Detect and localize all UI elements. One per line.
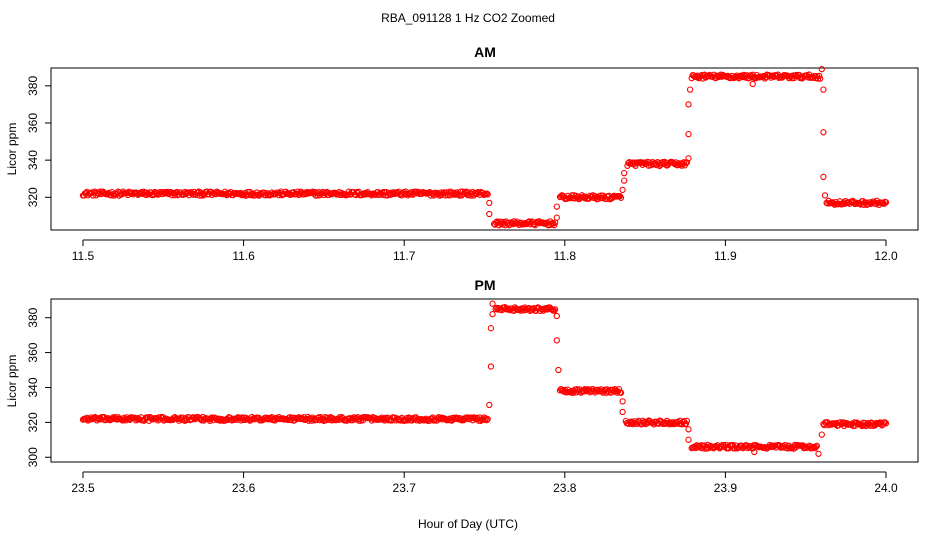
data-point [821,192,829,199]
data-point [685,426,692,433]
data-point [882,420,890,427]
data-point [617,389,625,396]
y-tick-label: 360 [26,113,40,133]
data-point [685,436,692,443]
y-tick-label: 320 [26,187,40,207]
y-tick-label: 340 [26,377,40,397]
data-point [475,417,482,424]
data-point [810,443,818,451]
data-point [749,80,756,88]
data-point [484,415,491,423]
am-y-axis: 320 340 360 380 [26,76,52,207]
pm-panel: PM 23.5 23.6 23.7 23.8 23.9 24.0 300 320 340 360… [5,277,919,495]
pm-points [79,300,890,457]
data-point [619,408,626,416]
data-point [820,86,827,93]
data-point [486,401,493,409]
x-tick-label: 24.0 [874,481,898,495]
am-plot-frame [50,67,919,231]
pm-plot-frame [50,298,919,463]
pm-y-axis-label: Licor ppm [5,355,19,408]
data-point [751,448,758,456]
x-tick-label: 11.9 [714,249,737,263]
x-tick-label: 23.7 [393,481,417,495]
data-point [483,190,490,197]
data-point [619,398,626,405]
data-point [619,186,626,194]
data-point [818,431,825,438]
data-point [553,214,560,221]
am-points [79,65,890,229]
pm-x-axis: 23.5 23.6 23.7 23.8 23.9 24.0 [71,471,898,495]
data-point [817,75,824,82]
x-tick-label: 23.8 [553,481,577,495]
data-point [553,312,560,320]
data-point [555,366,562,374]
data-point [818,65,825,73]
data-point [792,71,800,79]
x-axis-label: Hour of Day (UTC) [418,517,518,531]
am-panel-title: AM [474,44,496,60]
y-tick-label: 360 [26,342,40,362]
data-point [489,311,496,318]
data-point [486,199,493,207]
data-point [617,194,625,201]
data-point [683,417,691,425]
data-point [487,325,495,332]
x-tick-label: 23.9 [714,481,738,495]
y-tick-label: 340 [26,150,40,170]
data-point [731,445,738,452]
data-point [552,306,559,313]
data-point [220,416,228,424]
data-point [820,173,827,181]
data-point [685,101,692,108]
am-y-axis-label: Licor ppm [5,123,19,176]
pm-y-axis: 300 320 340 360 380 [26,307,52,467]
data-point [483,416,490,424]
data-point [882,199,890,206]
figure-title: RBA_091128 1 Hz CO2 Zoomed [381,11,555,25]
y-tick-label: 380 [26,76,40,96]
x-tick-label: 23.6 [232,481,256,495]
data-point [487,363,495,370]
x-tick-label: 11.6 [232,249,255,263]
data-point [820,129,827,136]
x-tick-label: 11.8 [554,249,577,263]
data-point [553,203,560,210]
data-point [489,300,496,307]
x-tick-label: 12.0 [874,249,898,263]
x-tick-label: 11.5 [72,249,95,263]
data-point [553,337,560,344]
data-point [686,86,694,93]
am-panel: AM 11.5 11.6 11.7 11.8 11.9 12.0 320 340 360 380… [5,44,919,263]
data-point [709,444,716,451]
data-point [685,130,692,138]
data-point [812,443,820,451]
data-point [813,442,821,449]
y-tick-label: 320 [26,412,40,432]
data-point [486,210,493,218]
am-x-axis: 11.5 11.6 11.7 11.8 11.9 12.0 [72,239,898,263]
data-point [685,155,692,162]
data-point [551,307,558,314]
data-point [621,177,628,184]
data-point [484,191,491,198]
x-tick-label: 23.5 [71,481,95,495]
pm-panel-title: PM [475,277,496,293]
y-tick-label: 300 [26,447,40,467]
x-tick-label: 11.7 [393,249,416,263]
data-point [621,169,628,177]
data-point [881,419,889,426]
y-tick-label: 380 [26,307,40,327]
data-point [815,450,822,457]
